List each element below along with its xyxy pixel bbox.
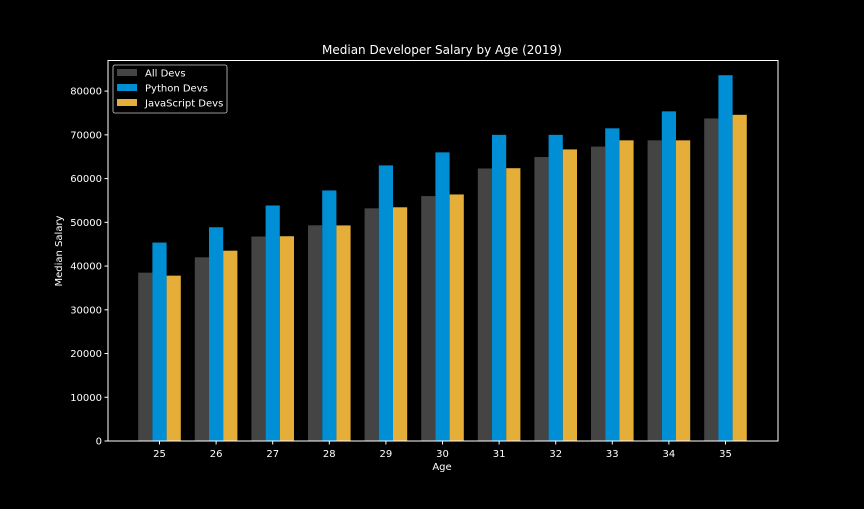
- y-tick-label: 60000: [70, 174, 102, 185]
- bar-series-0-age-33: [591, 146, 606, 441]
- bar-series-0-age-32: [534, 157, 549, 441]
- y-tick-label: 70000: [70, 130, 102, 141]
- x-tick-label: 27: [266, 449, 279, 460]
- bar-series-1-age-30: [435, 152, 450, 441]
- bar-series-0-age-34: [647, 140, 662, 441]
- bar-series-1-age-27: [265, 205, 280, 441]
- bar-series-2-age-25: [166, 275, 181, 441]
- bar-series-2-age-34: [676, 140, 691, 441]
- bar-series-1-age-34: [661, 111, 676, 442]
- bar-series-2-age-32: [562, 149, 577, 441]
- bar-series-2-age-30: [449, 194, 464, 441]
- x-tick-label: 31: [493, 449, 506, 460]
- x-tick-label: 32: [549, 449, 562, 460]
- legend-swatch-1: [117, 84, 137, 91]
- bar-series-2-age-29: [393, 207, 408, 441]
- x-axis-title: Age: [432, 462, 451, 473]
- bar-series-0-age-28: [308, 225, 323, 441]
- bar-series-0-age-27: [251, 236, 266, 441]
- bar-series-2-age-28: [336, 225, 351, 441]
- bar-series-0-age-25: [138, 272, 153, 441]
- x-tick-label: 34: [663, 449, 676, 460]
- bar-series-1-age-35: [718, 75, 733, 441]
- y-axis-ticks: 0 10000 20000 30000 40000 50000 60000 70000 8000…: [70, 87, 108, 448]
- x-tick-label: 29: [380, 449, 393, 460]
- y-tick-label: 40000: [70, 262, 102, 273]
- x-tick-label: 28: [323, 449, 336, 460]
- y-tick-label: 80000: [70, 87, 102, 98]
- bar-series-1-age-31: [492, 134, 507, 441]
- chart-title: Median Developer Salary by Age (2019): [322, 43, 562, 57]
- bar-series-1-age-25: [152, 242, 167, 441]
- bar-series-2-age-26: [223, 250, 238, 441]
- x-tick-label: 33: [606, 449, 619, 460]
- bar-series-1-age-33: [605, 128, 620, 441]
- bar-series-1-age-28: [322, 190, 337, 441]
- y-tick-label: 50000: [70, 218, 102, 229]
- x-tick-label: 26: [210, 449, 223, 460]
- bars-layer: [138, 75, 747, 442]
- legend-label-1: Python Devs: [145, 84, 208, 95]
- bar-series-1-age-26: [209, 227, 224, 441]
- y-tick-label: 10000: [70, 393, 102, 404]
- legend-box: [112, 64, 228, 114]
- y-tick-label: 30000: [70, 305, 102, 316]
- bar-series-0-age-29: [364, 208, 379, 441]
- bar-series-1-age-29: [378, 165, 393, 441]
- bar-series-0-age-31: [477, 168, 492, 441]
- legend: All Devs Python Devs JavaScript Devs: [112, 64, 228, 114]
- bar-series-2-age-31: [506, 168, 521, 441]
- bar-series-0-age-26: [194, 257, 209, 441]
- legend-label-2: JavaScript Devs: [144, 99, 223, 110]
- x-tick-label: 25: [153, 449, 166, 460]
- legend-swatch-2: [117, 99, 137, 106]
- bar-series-2-age-35: [732, 114, 747, 441]
- bar-series-0-age-30: [421, 196, 436, 441]
- legend-label-0: All Devs: [145, 69, 186, 80]
- x-tick-label: 35: [719, 449, 732, 460]
- y-tick-label: 20000: [70, 349, 102, 360]
- bar-series-1-age-32: [548, 134, 563, 441]
- bar-series-0-age-35: [704, 118, 719, 441]
- legend-swatch-0: [117, 69, 137, 76]
- y-axis-title: Median Salary: [54, 215, 65, 286]
- bar-series-2-age-33: [619, 140, 634, 441]
- bar-series-2-age-27: [279, 236, 294, 441]
- x-axis-ticks: 25 26 27 28 29 30 31 32 33 34 35: [153, 441, 732, 460]
- x-tick-label: 30: [436, 449, 449, 460]
- y-tick-label: 0: [96, 437, 102, 448]
